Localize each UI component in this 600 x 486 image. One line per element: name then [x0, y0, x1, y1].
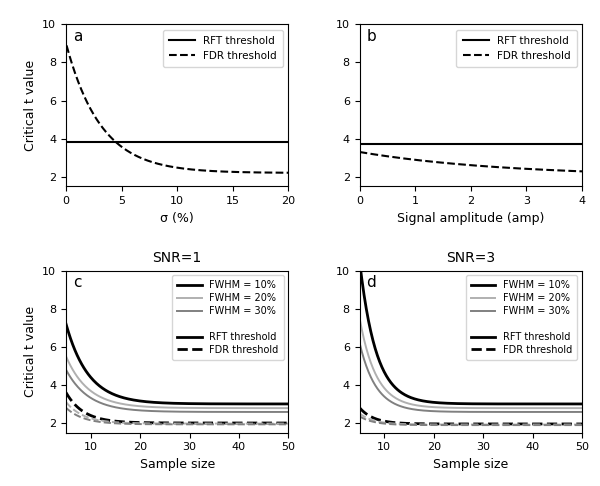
Y-axis label: Critical t value: Critical t value	[24, 306, 37, 397]
Title: SNR=1: SNR=1	[152, 251, 202, 265]
Legend: RFT threshold, FDR threshold: RFT threshold, FDR threshold	[163, 30, 283, 67]
Text: a: a	[73, 29, 82, 44]
Title: SNR=3: SNR=3	[446, 251, 496, 265]
Legend: FWHM = 10%, FWHM = 20%, FWHM = 30%,  , RFT threshold, FDR threshold: FWHM = 10%, FWHM = 20%, FWHM = 30%, , RF…	[172, 276, 284, 360]
Text: b: b	[366, 29, 376, 44]
X-axis label: Sample size: Sample size	[140, 458, 215, 471]
Legend: FWHM = 10%, FWHM = 20%, FWHM = 30%,  , RFT threshold, FDR threshold: FWHM = 10%, FWHM = 20%, FWHM = 30%, , RF…	[466, 276, 577, 360]
Text: c: c	[73, 276, 81, 291]
Y-axis label: Critical t value: Critical t value	[24, 60, 37, 151]
X-axis label: σ (%): σ (%)	[160, 211, 194, 225]
Text: d: d	[366, 276, 376, 291]
X-axis label: Signal amplitude (amp): Signal amplitude (amp)	[397, 211, 544, 225]
Legend: RFT threshold, FDR threshold: RFT threshold, FDR threshold	[456, 30, 577, 67]
X-axis label: Sample size: Sample size	[433, 458, 508, 471]
